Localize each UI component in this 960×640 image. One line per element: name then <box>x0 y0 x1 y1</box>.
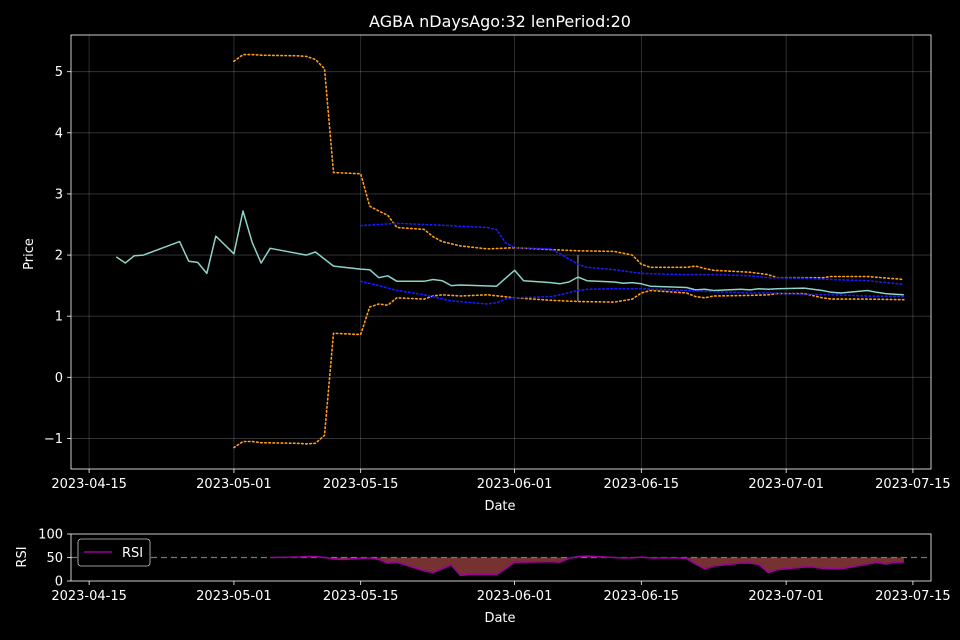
y-tick-label: 0 <box>55 371 63 386</box>
x-tick-label: 2023-05-01 <box>196 477 272 492</box>
y-tick-label: 4 <box>55 126 63 141</box>
price-plot-area: 2023-04-15 2023-05-01 2023-05-15 2023-06-01… <box>44 34 951 492</box>
price-chart-title: AGBA nDaysAgo:32 lenPeriod:20 <box>369 12 631 31</box>
x-tick-label: 2023-04-15 <box>51 589 127 604</box>
x-tick-label: 2023-06-15 <box>604 589 680 604</box>
x-tick-label: 2023-05-15 <box>323 589 399 604</box>
x-tick-label: 2023-06-01 <box>477 589 553 604</box>
x-tick-label: 2023-05-15 <box>323 477 399 492</box>
x-tick-label: 2023-07-15 <box>875 589 951 604</box>
blue-band-line <box>359 222 905 286</box>
y-tick-label: 100 <box>38 528 63 543</box>
x-tick-label: 2023-04-15 <box>51 477 127 492</box>
rsi-yaxis-label: RSI <box>15 546 30 567</box>
blue-band-line <box>359 280 905 305</box>
orange-band-line <box>233 289 905 449</box>
price-xaxis-label: Date <box>484 499 515 514</box>
price-line <box>115 210 904 296</box>
rsi-legend: RSI <box>77 538 151 567</box>
x-tick-label: 2023-05-01 <box>196 589 272 604</box>
rsi-xaxis-label: Date <box>484 611 515 626</box>
y-tick-label: −1 <box>44 432 63 447</box>
rsi-plot-area: 2023-04-15 2023-05-01 2023-05-15 2023-06-01… <box>38 528 951 605</box>
rsi-axes-frame <box>70 533 932 582</box>
x-tick-label: 2023-07-15 <box>875 477 951 492</box>
y-tick-label: 0 <box>55 575 63 590</box>
rsi-line <box>270 555 904 577</box>
legend-frame <box>77 538 151 567</box>
y-tick-label: 2 <box>55 249 63 264</box>
price-yaxis-label: Price <box>22 238 37 270</box>
x-tick-label: 2023-06-15 <box>604 477 680 492</box>
x-tick-label: 2023-07-01 <box>748 477 824 492</box>
y-tick-label: 1 <box>55 310 63 325</box>
y-tick-label: 3 <box>55 187 63 202</box>
legend-label-rsi: RSI <box>122 546 143 561</box>
x-tick-label: 2023-06-01 <box>477 477 553 492</box>
orange-band-line <box>233 53 905 281</box>
price-axes-frame <box>70 34 932 470</box>
y-tick-label: 50 <box>46 551 63 566</box>
y-tick-label: 5 <box>55 65 63 80</box>
rsi-fill-area <box>270 556 904 576</box>
x-tick-label: 2023-07-01 <box>748 589 824 604</box>
